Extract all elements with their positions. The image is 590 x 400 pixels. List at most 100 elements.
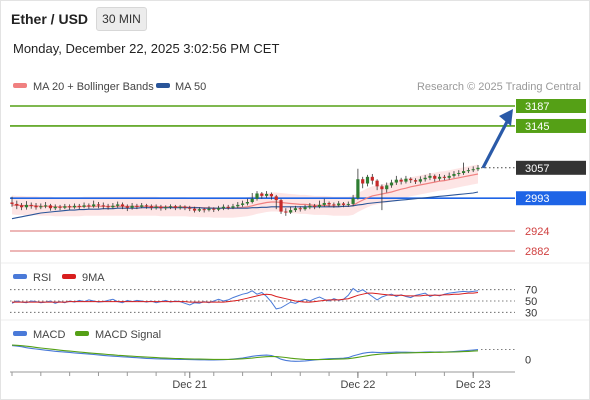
candle [269,192,274,200]
candle [447,172,451,180]
candle [44,202,48,209]
candle-body [250,198,254,203]
candle [188,205,192,212]
level-tag-3187 [516,99,586,113]
candle [332,202,336,208]
macd-zero-label: 0 [525,355,531,367]
candle [125,204,129,212]
candle [250,193,254,204]
ma50-line [11,191,479,220]
candle [298,206,302,212]
candle [428,173,432,181]
candle [327,201,331,207]
candle [202,207,206,213]
candle [466,167,470,174]
candle-body [265,193,269,196]
candle-body [356,179,360,199]
rsi-legend-label: RSI [33,272,51,284]
candle-body [173,206,177,208]
candle [240,200,245,207]
candle [116,201,120,208]
candle-body [154,206,158,208]
candle-body [144,205,149,207]
candle [58,204,62,211]
candle [260,192,264,199]
timeframe-button[interactable]: 30 MIN [96,7,147,31]
candle [20,202,24,211]
candle [168,204,173,210]
candle [197,207,201,213]
candle-body [418,179,422,182]
candle [457,170,461,177]
candle-body [34,205,38,208]
candle-body [221,206,225,209]
candle-body [404,178,408,182]
candle [322,198,326,207]
candle-body [361,179,365,184]
ma20-legend-label: MA 20 + Bollinger Bands [33,81,154,93]
candle-body [279,200,283,212]
candle-body [130,205,134,208]
candle [87,203,91,209]
candle-body [457,173,461,175]
candle-body [216,208,221,210]
macd-panel: 0 [11,344,531,367]
candle-body [96,204,101,206]
candle-body [428,175,432,178]
candle [140,202,144,209]
candle-body [202,209,206,211]
level-tag-text-3057: 3057 [525,163,549,175]
candle-body [159,206,163,209]
candle [313,203,317,210]
candle-body [192,208,197,211]
candle-body [322,202,326,205]
candle-body [461,171,466,174]
candle [433,174,437,182]
candle-body [327,202,331,205]
candle-body [293,208,298,211]
candle [317,200,322,209]
candle-body [10,202,14,204]
candle-body [289,210,293,213]
candle [82,202,86,209]
candle [72,203,77,209]
candle [245,198,250,206]
candle-body [111,205,115,208]
level-tag-text-2993: 2993 [525,193,549,205]
candle-body [385,185,389,190]
ma50-legend-label: MA 50 [175,81,206,93]
candle [399,177,403,185]
candle [39,203,43,210]
candle-body [72,205,77,208]
candle-body [274,196,278,201]
candle [452,171,456,178]
candle-body [423,177,427,180]
candle [48,203,53,211]
candle [68,204,72,210]
candle-body [452,173,456,176]
candle-body [380,186,384,190]
copyright-label: Research © 2025 Trading Central [417,81,581,93]
candle [29,202,33,209]
candle-body [255,193,259,199]
candle [24,201,29,210]
candle-body [188,207,192,209]
candle [423,174,427,182]
chart-timestamp: Monday, December 22, 2025 3:02:56 PM CET [13,41,280,56]
candle [380,184,384,211]
candle-body [212,208,216,210]
candle [471,166,475,173]
level-tag-3057 [516,160,586,175]
ma20-legend-swatch [13,83,27,88]
candle-body [437,176,442,179]
candle-body [337,203,341,206]
chart-header: Ether / USD 30 MIN [0,0,590,36]
candle [192,206,197,213]
candle-body [58,206,62,208]
candle [442,174,446,181]
candle-body [231,206,235,208]
candle-body [394,179,398,183]
candle [207,206,211,212]
candle [255,191,259,201]
